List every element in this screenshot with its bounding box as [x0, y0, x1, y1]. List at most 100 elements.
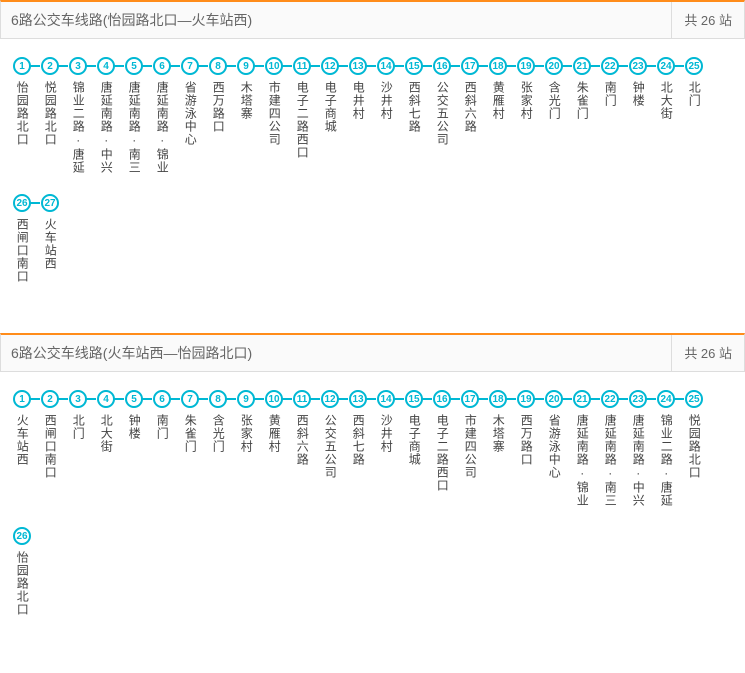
stop-label: 沙井村 [379, 414, 393, 453]
stop-marker: 18 [489, 390, 507, 408]
stop-marker: 23 [629, 57, 647, 75]
stop-label: 木塔寨 [239, 81, 253, 120]
stop[interactable]: 18黄雁村 [484, 57, 512, 120]
stop[interactable]: 13电井村 [344, 57, 372, 120]
stop[interactable]: 20省游泳中心 [540, 390, 568, 479]
stop[interactable]: 22南门 [596, 57, 624, 107]
stop-marker: 25 [685, 390, 703, 408]
stop[interactable]: 10市建四公司 [260, 57, 288, 146]
stop[interactable]: 7朱雀门 [176, 390, 204, 453]
stop[interactable]: 23唐延南路·中兴 [624, 390, 652, 507]
stop-label: 西斜六路 [463, 81, 477, 133]
stop[interactable]: 14沙井村 [372, 57, 400, 120]
stop-marker: 19 [517, 57, 535, 75]
stops-row: 26怡园路北口 [8, 527, 737, 616]
stop[interactable]: 11 西斜六路 [288, 390, 316, 466]
stop[interactable]: 3锦业二路·唐延 [64, 57, 92, 174]
stop[interactable]: 26怡园路北口 [8, 527, 36, 616]
stop-label: 锦业二路·唐延 [71, 81, 85, 174]
stop[interactable]: 17西斜六路 [456, 57, 484, 133]
stop[interactable]: 23 钟楼 [624, 57, 652, 107]
stop[interactable]: 2西闸口南口 [36, 390, 64, 479]
stop[interactable]: 17市建四公司 [456, 390, 484, 479]
stop[interactable]: 10黄雁村 [260, 390, 288, 453]
stop[interactable]: 9张家村 [232, 390, 260, 453]
stop-marker: 11 [293, 390, 311, 408]
stop[interactable]: 8西万路口 [204, 57, 232, 133]
stop-connector [534, 398, 544, 400]
stop[interactable]: 16电子二路西口 [428, 390, 456, 492]
stop-label: 黄雁村 [491, 81, 505, 120]
stop-marker: 6 [153, 57, 171, 75]
stop[interactable]: 6 唐延南路·锦业 [148, 57, 176, 174]
stop-marker: 12 [321, 57, 339, 75]
stop-label: 西闸口南口 [43, 414, 57, 479]
stop[interactable]: 21唐延南路·锦业 [568, 390, 596, 507]
stop-label: 省游泳中心 [547, 414, 561, 479]
stop[interactable]: 18 木塔寨 [484, 390, 512, 453]
stops-row: 26西闸口南口27火车站西 [8, 194, 737, 283]
stop-label: 木塔寨 [491, 414, 505, 453]
stop[interactable]: 1怡园路北口 [8, 57, 36, 146]
stop[interactable]: 20含光门 [540, 57, 568, 120]
stop-connector [674, 398, 684, 400]
stop-label: 唐延南路·锦业 [155, 81, 169, 174]
stops-container: 1火车站西2西闸口南口3北门4北大街5钟楼6南门7朱雀门8含光门9张家村10黄雁… [0, 372, 745, 646]
stop[interactable]: 2悦园路北口 [36, 57, 64, 146]
stop-connector [422, 65, 432, 67]
stop-connector [422, 398, 432, 400]
stop[interactable]: 12电子商城 [316, 57, 344, 133]
stop-connector [58, 398, 68, 400]
stop-label: 含光门 [547, 81, 561, 120]
stop[interactable]: 26西闸口南口 [8, 194, 36, 283]
route-header: 6路公交车线路(怡园路北口—火车站西)共 26 站 [0, 0, 745, 39]
stop-label: 南门 [155, 414, 169, 440]
route-section: 6路公交车线路(火车站西—怡园路北口)共 26 站1火车站西2西闸口南口3北门4… [0, 333, 745, 646]
stop-connector [30, 398, 40, 400]
stop[interactable]: 8含光门 [204, 390, 232, 453]
stop[interactable]: 9木塔寨 [232, 57, 260, 120]
stop-connector [198, 398, 208, 400]
stop[interactable]: 3北门 [64, 390, 92, 440]
stop[interactable]: 11电子二路西口 [288, 57, 316, 159]
stop[interactable]: 24锦业二路·唐延 [652, 390, 680, 507]
stop[interactable]: 25 悦园路北口 [680, 390, 708, 479]
stop-label: 悦园路北口 [687, 414, 701, 479]
stop-label: 钟楼 [631, 81, 645, 107]
stop[interactable]: 24北大街 [652, 57, 680, 120]
route-title: 6路公交车线路(火车站西—怡园路北口) [1, 335, 671, 371]
stop[interactable]: 25北门 [680, 57, 708, 107]
stop[interactable]: 19张家村 [512, 57, 540, 120]
stop[interactable]: 12公交五公司 [316, 390, 344, 479]
stop[interactable]: 13西斜七路 [344, 390, 372, 466]
stop[interactable]: 4北大街 [92, 390, 120, 453]
stop[interactable]: 27火车站西 [36, 194, 64, 270]
stop-label: 西斜六路 [295, 414, 309, 466]
stop[interactable]: 6南门 [148, 390, 176, 440]
stop-connector [226, 65, 236, 67]
stop[interactable]: 16公交五公司 [428, 57, 456, 146]
stop-connector [86, 65, 96, 67]
stop-marker: 16 [433, 390, 451, 408]
stop-connector [282, 65, 292, 67]
stop[interactable]: 5唐延南路·南三 [120, 57, 148, 174]
stop[interactable]: 4唐延南路·中兴 [92, 57, 120, 174]
stop[interactable]: 1火车站西 [8, 390, 36, 466]
stop-connector [618, 65, 628, 67]
stop-marker: 24 [657, 390, 675, 408]
stop-connector [58, 65, 68, 67]
stop-connector [338, 65, 348, 67]
stop-marker: 12 [321, 390, 339, 408]
stop-marker: 4 [97, 390, 115, 408]
stop[interactable]: 15西斜七路 [400, 57, 428, 133]
stop-connector [590, 398, 600, 400]
stop[interactable]: 21朱雀门 [568, 57, 596, 120]
stop-connector [562, 65, 572, 67]
stop-connector [506, 398, 516, 400]
stop[interactable]: 19西万路口 [512, 390, 540, 466]
stop[interactable]: 14沙井村 [372, 390, 400, 453]
stop[interactable]: 5钟楼 [120, 390, 148, 440]
stop[interactable]: 7省游泳中心 [176, 57, 204, 146]
stop[interactable]: 15电子商城 [400, 390, 428, 466]
stop[interactable]: 22唐延南路·南三 [596, 390, 624, 507]
